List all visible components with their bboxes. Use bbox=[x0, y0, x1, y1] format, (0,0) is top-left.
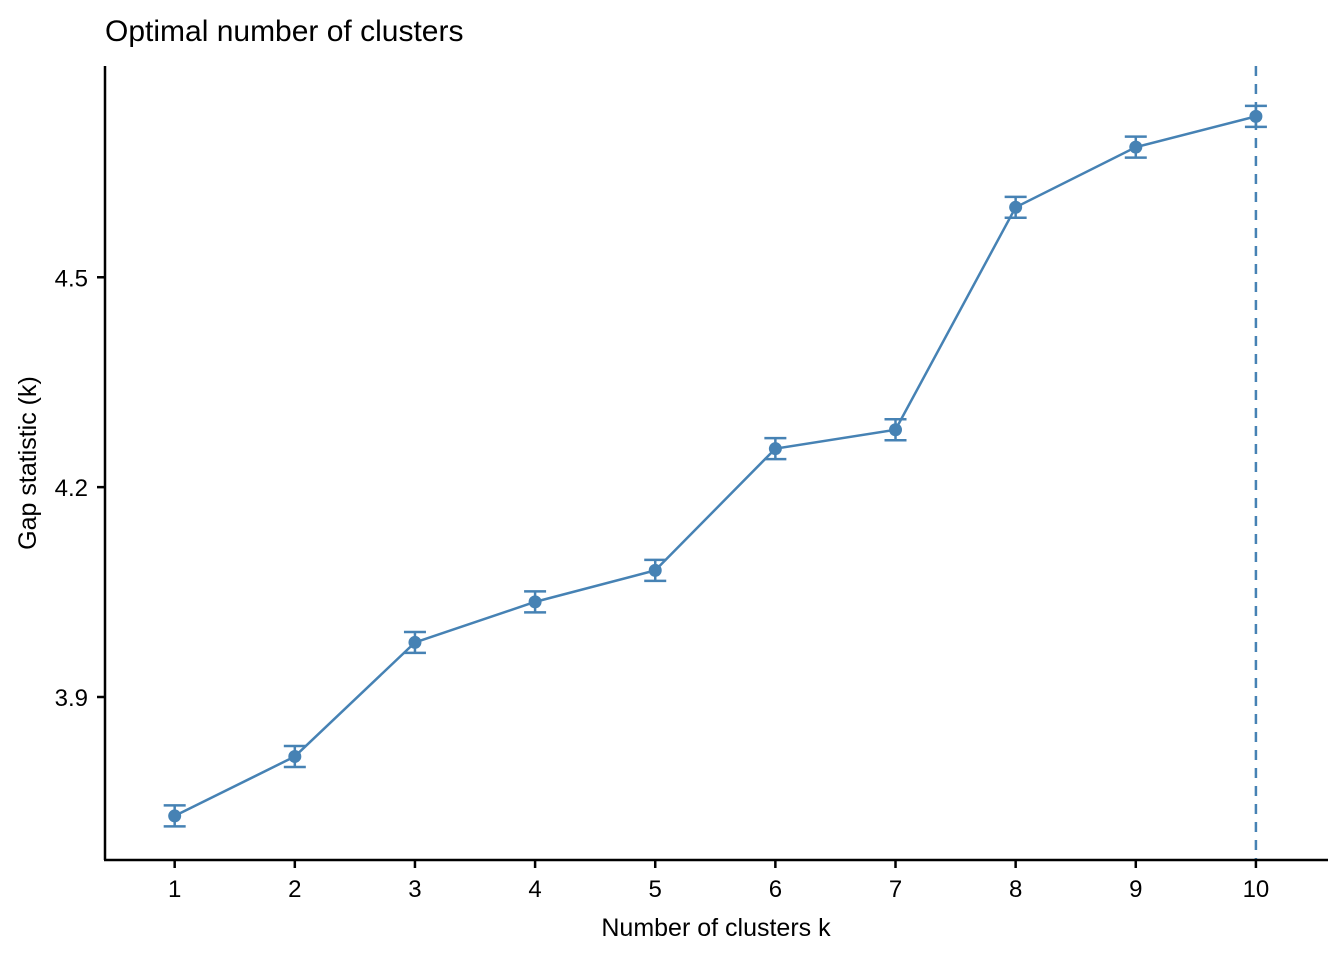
data-point-6 bbox=[769, 442, 782, 455]
x-tick-label: 3 bbox=[408, 876, 421, 903]
series-line bbox=[175, 116, 1256, 816]
x-axis-title: Number of clusters k bbox=[601, 914, 831, 942]
data-point-2 bbox=[288, 750, 301, 763]
x-tick-label: 2 bbox=[288, 876, 301, 903]
y-axis-ticks: 3.9 4.2 4.5 bbox=[55, 265, 105, 712]
x-tick-label: 1 bbox=[168, 876, 181, 903]
x-tick-label: 9 bbox=[1129, 876, 1142, 903]
y-tick-label: 4.2 bbox=[55, 475, 88, 502]
x-tick-label: 6 bbox=[769, 876, 782, 903]
x-tick-label: 10 bbox=[1243, 876, 1270, 903]
data-point-7 bbox=[889, 423, 902, 436]
data-point-4 bbox=[529, 595, 542, 608]
x-tick-label: 4 bbox=[528, 876, 541, 903]
data-point-3 bbox=[408, 636, 421, 649]
data-point-9 bbox=[1129, 141, 1142, 154]
y-tick-label: 3.9 bbox=[55, 685, 88, 712]
data-point-1 bbox=[168, 809, 181, 822]
x-tick-label: 5 bbox=[649, 876, 662, 903]
data-point-8 bbox=[1009, 201, 1022, 214]
x-tick-label: 8 bbox=[1009, 876, 1022, 903]
x-axis-ticks: 1 2 3 4 5 6 7 8 9 10 bbox=[168, 860, 1269, 903]
plot-area bbox=[164, 66, 1267, 860]
chart-title: Optimal number of clusters bbox=[105, 15, 463, 48]
data-point-10 bbox=[1249, 110, 1262, 123]
y-tick-label: 4.5 bbox=[55, 265, 88, 292]
data-point-5 bbox=[649, 564, 662, 577]
x-tick-label: 7 bbox=[889, 876, 902, 903]
y-axis-title: Gap statistic (k) bbox=[14, 376, 42, 550]
